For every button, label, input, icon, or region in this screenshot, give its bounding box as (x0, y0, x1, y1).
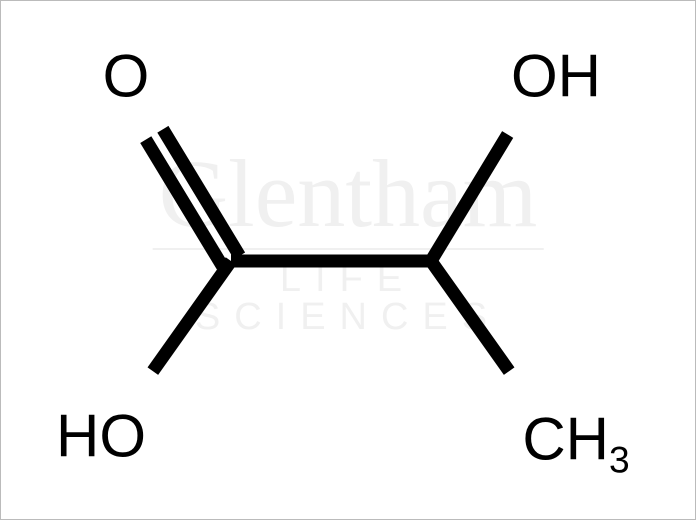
atom-text: O (103, 43, 150, 110)
atom-label-o-double: O (103, 42, 150, 111)
atom-text: HO (56, 403, 146, 470)
atom-label-ho: HO (56, 402, 146, 471)
structure-canvas: Glentham LIFE SCIENCES O OH HO CH3 (0, 0, 696, 520)
atom-label-oh: OH (511, 42, 601, 111)
atom-text: OH (511, 43, 601, 110)
atom-label-ch3: CH3 (522, 405, 629, 474)
